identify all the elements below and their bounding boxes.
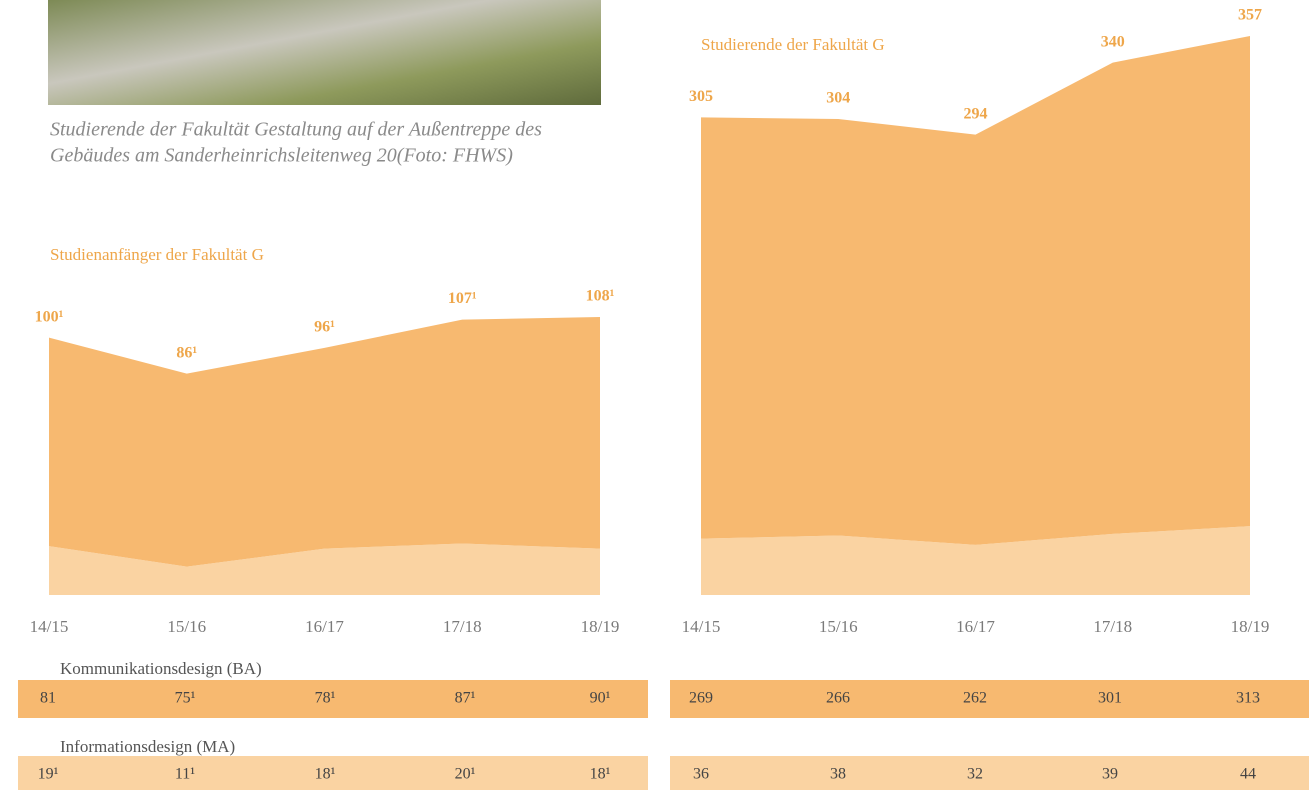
table-cell: 19¹ [38, 766, 59, 783]
total-label: 86¹ [176, 344, 197, 361]
total-label: 100¹ [35, 308, 64, 325]
table-cell: 313 [1236, 690, 1260, 707]
caption: Gebäudes am Sanderheinrichsleitenweg 20(… [50, 145, 513, 167]
x-tick-label: 16/17 [956, 617, 995, 636]
table-cell: 78¹ [315, 690, 336, 707]
x-tick-label: 15/16 [167, 617, 206, 636]
total-label: 96¹ [314, 319, 335, 336]
photo [48, 0, 601, 105]
total-label: 305 [689, 88, 713, 105]
area [49, 317, 600, 567]
page-canvas: Studierende der Fakultät Gestaltung auf … [0, 0, 1309, 790]
table-row [670, 756, 1309, 790]
row-label: Informationsdesign (MA) [60, 737, 235, 756]
table-cell: 39 [1102, 766, 1118, 783]
table-cell: 262 [963, 690, 987, 707]
table-cell: 75¹ [175, 690, 196, 707]
table-cell: 301 [1098, 690, 1122, 707]
chart-title: Studienanfänger der Fakultät G [50, 245, 264, 264]
x-tick-label: 15/16 [819, 617, 858, 636]
table-cell: 32 [967, 766, 983, 783]
total-label: 108¹ [586, 288, 615, 305]
x-tick-label: 16/17 [305, 617, 344, 636]
table-cell: 20¹ [455, 766, 476, 783]
total-label: 304 [826, 90, 850, 107]
table-cell: 36 [693, 766, 709, 783]
total-label: 357 [1238, 7, 1262, 24]
table-cell: 11¹ [175, 766, 195, 783]
x-tick-label: 17/18 [1093, 617, 1132, 636]
x-tick-label: 18/19 [1231, 617, 1270, 636]
x-tick-label: 18/19 [581, 617, 620, 636]
x-tick-label: 14/15 [682, 617, 721, 636]
total-label: 340 [1101, 33, 1125, 50]
row-label: Kommunikationsdesign (BA) [60, 659, 262, 678]
table-cell: 269 [689, 690, 713, 707]
page: Studierende der Fakultät Gestaltung auf … [0, 0, 1309, 790]
caption: Studierende der Fakultät Gestaltung auf … [50, 119, 542, 141]
table-cell: 38 [830, 766, 846, 783]
table-cell: 44 [1240, 766, 1256, 783]
table-cell: 81 [40, 690, 56, 707]
table-cell: 266 [826, 690, 850, 707]
x-tick-label: 14/15 [30, 617, 69, 636]
table-cell: 18¹ [315, 766, 336, 783]
x-tick-label: 17/18 [443, 617, 482, 636]
table-cell: 87¹ [455, 690, 476, 707]
total-label: 107¹ [448, 290, 477, 307]
chart-title: Studierende der Fakultät G [701, 35, 885, 54]
table-cell: 90¹ [590, 690, 611, 707]
table-cell: 18¹ [590, 766, 611, 783]
table-row [670, 680, 1309, 718]
total-label: 294 [964, 105, 988, 122]
